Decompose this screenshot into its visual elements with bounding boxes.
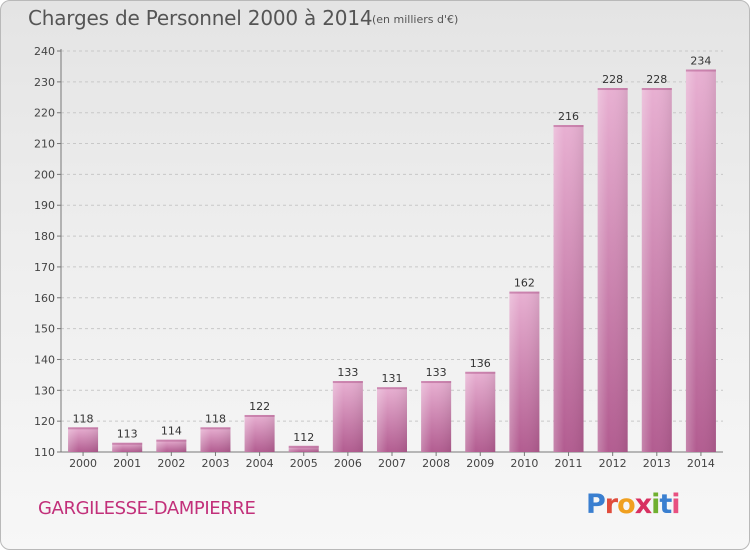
logo-letter: r xyxy=(604,489,618,520)
bar-shade-2006 xyxy=(332,381,363,452)
bar-shade-2007 xyxy=(377,387,407,452)
logo-letter: P xyxy=(586,489,606,520)
x-tick-label-2003: 2003 xyxy=(201,457,229,470)
bar-shade-2010 xyxy=(509,291,540,452)
data-label-2012: 228 xyxy=(602,73,623,86)
y-tick-label: 140 xyxy=(34,353,55,366)
bar-top-edge-2010 xyxy=(509,291,540,294)
x-tick-label-2002: 2002 xyxy=(157,457,185,470)
bar-top-edge-2003 xyxy=(200,427,231,430)
bar-shade-2002 xyxy=(156,439,187,452)
data-label-2005: 112 xyxy=(293,431,314,444)
bars xyxy=(68,69,716,453)
bar-top-edge-2006 xyxy=(332,381,363,384)
labels: 110 120 130 140 150 160 170 180 190 200 210 220 230 2… xyxy=(34,45,715,470)
y-tick-label: 170 xyxy=(34,261,55,274)
data-label-2000: 118 xyxy=(73,412,94,425)
y-tick-label: 190 xyxy=(34,199,55,212)
y-tick-label: 240 xyxy=(34,45,55,58)
y-tick-label: 110 xyxy=(34,446,55,459)
x-tick-label-2008: 2008 xyxy=(422,457,450,470)
x-tick-label-2004: 2004 xyxy=(246,457,274,470)
bar-shade-2003 xyxy=(200,427,231,452)
bar-shade-2012 xyxy=(597,88,628,452)
y-tick-label: 210 xyxy=(34,138,55,151)
data-label-2006: 133 xyxy=(337,366,358,379)
data-label-2007: 131 xyxy=(382,372,403,385)
y-tick-label: 200 xyxy=(34,168,55,181)
bar-shade-2013 xyxy=(641,88,672,452)
x-tick-label-2007: 2007 xyxy=(378,457,406,470)
y-tick-label: 150 xyxy=(34,323,55,336)
bar-shade-2011 xyxy=(553,125,584,453)
bar-shade-2000 xyxy=(68,427,99,452)
x-tick-label-2001: 2001 xyxy=(113,457,141,470)
bar-shade-2001 xyxy=(112,442,143,452)
x-tick-label-2009: 2009 xyxy=(466,457,494,470)
bar-top-edge-2000 xyxy=(68,427,99,430)
data-label-2013: 228 xyxy=(646,73,667,86)
bar-top-edge-2005 xyxy=(288,445,319,448)
x-tick-label-2010: 2010 xyxy=(510,457,538,470)
bar-shade-2009 xyxy=(465,371,496,452)
x-tick-label-2000: 2000 xyxy=(69,457,97,470)
data-label-2010: 162 xyxy=(514,277,535,290)
bar-top-edge-2001 xyxy=(112,442,143,445)
logo-letter: i xyxy=(651,489,660,520)
data-label-2009: 136 xyxy=(470,357,491,370)
logo-letter: o xyxy=(617,489,636,520)
bar-top-edge-2002 xyxy=(156,439,187,442)
x-tick-label-2012: 2012 xyxy=(599,457,627,470)
bar-top-edge-2008 xyxy=(421,381,452,384)
x-tick-label-2006: 2006 xyxy=(334,457,362,470)
data-label-2002: 114 xyxy=(161,425,182,438)
bar-shade-2005 xyxy=(288,445,319,452)
data-label-2004: 122 xyxy=(249,400,270,413)
bar-top-edge-2004 xyxy=(244,414,275,417)
proxiti-logo: Proxiti xyxy=(586,489,681,520)
bar-shade-2014 xyxy=(685,69,716,452)
bar-top-edge-2009 xyxy=(465,371,496,374)
data-label-2003: 118 xyxy=(205,412,226,425)
bar-top-edge-2007 xyxy=(377,387,407,390)
data-label-2014: 234 xyxy=(690,55,711,68)
data-label-2008: 133 xyxy=(426,366,447,379)
bar-shade-2008 xyxy=(421,381,452,452)
logo-letter: t xyxy=(659,489,672,520)
data-label-2011: 216 xyxy=(558,110,579,123)
logo-letter: x xyxy=(634,489,652,520)
bar-top-edge-2013 xyxy=(641,88,672,91)
y-tick-label: 220 xyxy=(34,107,55,120)
bar-top-edge-2014 xyxy=(685,69,716,72)
y-tick-label: 130 xyxy=(34,384,55,397)
commune-name: GARGILESSE-DAMPIERRE xyxy=(38,498,256,519)
x-tick-label-2005: 2005 xyxy=(290,457,318,470)
x-tick-label-2013: 2013 xyxy=(643,457,671,470)
chart-title: Charges de Personnel 2000 à 2014 xyxy=(28,6,373,30)
x-tick-label-2011: 2011 xyxy=(555,457,583,470)
y-tick-label: 230 xyxy=(34,76,55,89)
data-label-2001: 113 xyxy=(117,428,138,441)
y-tick-label: 180 xyxy=(34,230,55,243)
y-tick-label: 120 xyxy=(34,415,55,428)
chart-subtitle: (en milliers d'€) xyxy=(372,13,459,26)
bar-top-edge-2011 xyxy=(553,125,584,128)
bar-top-edge-2012 xyxy=(597,88,628,91)
x-tick-label-2014: 2014 xyxy=(687,457,715,470)
logo-letter: i xyxy=(671,489,680,520)
bar-shade-2004 xyxy=(244,414,275,452)
y-tick-label: 160 xyxy=(34,292,55,305)
